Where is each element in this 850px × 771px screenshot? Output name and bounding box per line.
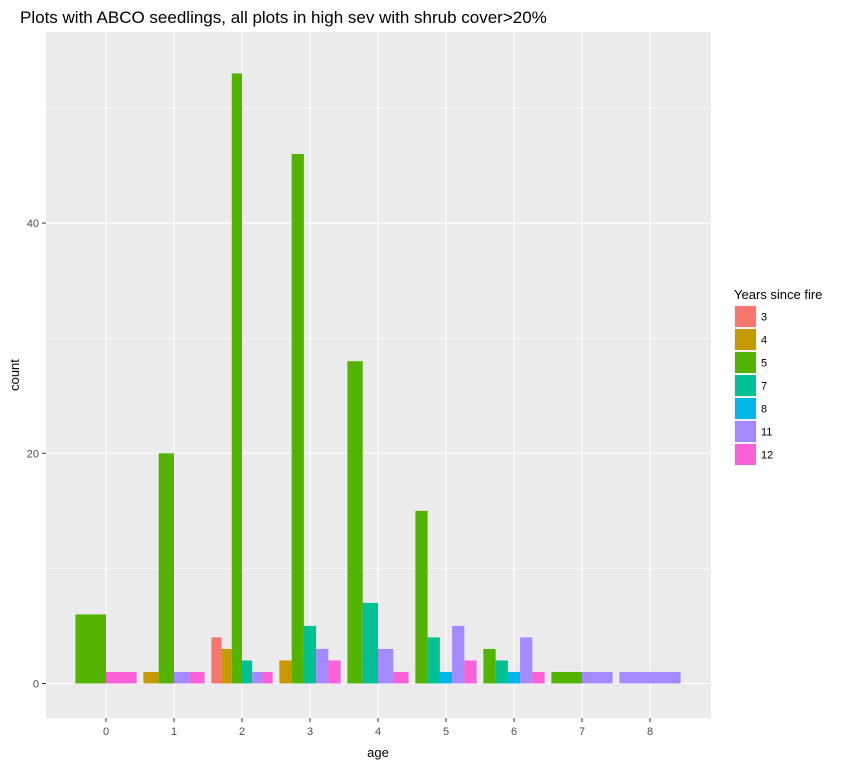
bar-age-3-yrs-5 (291, 154, 304, 684)
x-tick-label: 5 (443, 726, 449, 738)
legend-title: Years since fire (734, 287, 822, 302)
axes: 0 20 40 0 1 2 3 4 5 6 7 8 (27, 218, 653, 738)
legend-swatch (735, 352, 756, 373)
bar-age-4-yrs-5 (347, 361, 363, 684)
bar-age-1-yrs-11 (174, 671, 190, 684)
legend-label: 3 (761, 312, 767, 324)
x-tick-label: 2 (239, 726, 245, 738)
bar-age-7-yrs-11 (582, 671, 613, 684)
legend-swatch (735, 375, 756, 396)
x-tick-label: 6 (511, 726, 517, 738)
legend-label: 5 (761, 358, 767, 370)
bar-age-3-yrs-4 (279, 660, 292, 684)
bar-age-6-yrs-11 (520, 637, 533, 684)
bar-age-6-yrs-8 (507, 671, 521, 684)
x-tick-label: 7 (579, 726, 585, 738)
bar-age-5-yrs-7 (427, 637, 440, 684)
bar-age-6-yrs-12 (532, 671, 545, 684)
bar-age-5-yrs-5 (415, 510, 428, 684)
y-axis-title: count (7, 359, 22, 391)
bar-age-2-yrs-11 (252, 671, 263, 684)
bar-age-2-yrs-3 (211, 637, 222, 684)
legend-swatch (735, 329, 756, 350)
x-tick-label: 8 (647, 726, 653, 738)
bar-age-1-yrs-12 (189, 671, 205, 684)
bar-age-1-yrs-5 (158, 453, 174, 684)
legend: Years since fire 3 4 5 7 8 11 12 (734, 287, 822, 466)
x-tick-label: 4 (375, 726, 381, 738)
bar-age-2-yrs-7 (242, 660, 253, 684)
x-tick-label: 1 (171, 726, 177, 738)
x-tick-label: 3 (307, 726, 313, 738)
bar-age-2-yrs-12 (262, 671, 273, 684)
bar-age-5-yrs-11 (452, 625, 465, 684)
y-tick-label: 40 (27, 218, 39, 230)
bar-age-3-yrs-7 (303, 625, 317, 684)
bar-age-0-yrs-12 (106, 671, 137, 684)
legend-swatch (735, 444, 756, 465)
legend-swatch (735, 421, 756, 442)
legend-label: 4 (761, 335, 767, 347)
y-tick-label: 20 (27, 448, 39, 460)
bar-age-1-yrs-4 (143, 671, 159, 684)
bar-age-3-yrs-12 (328, 660, 341, 684)
chart-title: Plots with ABCO seedlings, all plots in … (20, 8, 547, 27)
bar-age-5-yrs-8 (439, 671, 453, 684)
bars-layer (75, 73, 681, 684)
bar-age-2-yrs-4 (221, 648, 232, 684)
bar-age-4-yrs-7 (362, 602, 378, 684)
x-tick-label: 0 (103, 726, 109, 738)
legend-swatch (735, 306, 756, 327)
bar-age-4-yrs-12 (393, 671, 409, 684)
bar-age-6-yrs-5 (483, 648, 496, 684)
bar-age-7-yrs-5 (551, 671, 582, 684)
legend-label: 12 (761, 450, 773, 462)
bar-age-0-yrs-5 (75, 614, 106, 684)
bar-age-6-yrs-7 (495, 660, 508, 684)
bar-age-4-yrs-11 (378, 648, 394, 684)
legend-swatch (735, 398, 756, 419)
bar-age-2-yrs-5 (231, 73, 242, 684)
y-tick-label: 0 (33, 678, 39, 690)
bar-age-5-yrs-12 (464, 660, 477, 684)
legend-label: 11 (761, 427, 772, 439)
legend-label: 8 (761, 404, 767, 416)
bar-age-3-yrs-11 (316, 648, 329, 684)
legend-label: 7 (761, 381, 767, 393)
bar-age-8-yrs-11 (619, 671, 681, 684)
x-axis-title: age (367, 745, 389, 760)
